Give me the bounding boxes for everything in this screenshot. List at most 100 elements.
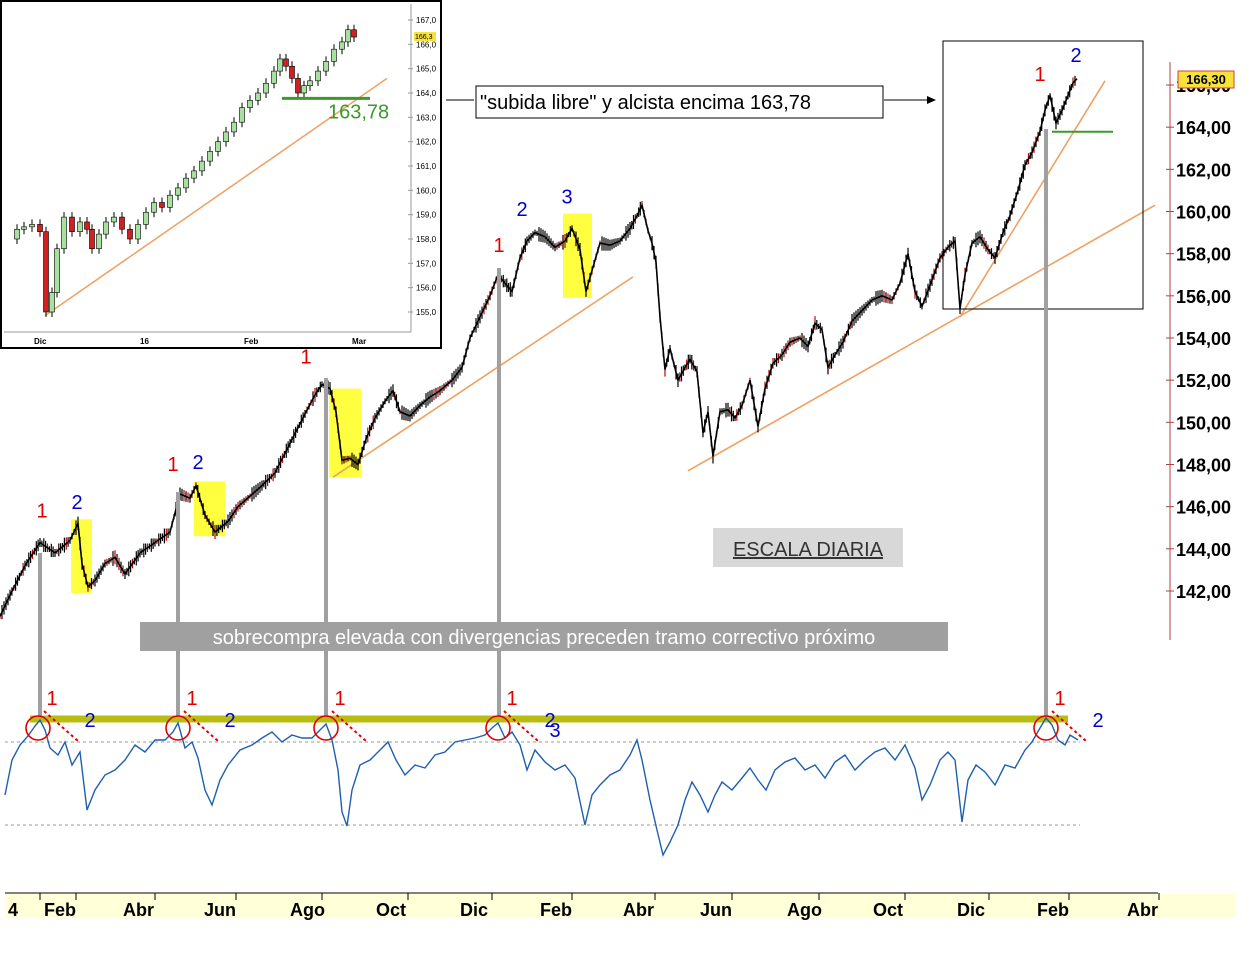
overbought-note-text: sobrecompra elevada con divergencias pre…	[213, 627, 876, 649]
inset-candle	[143, 211, 149, 225]
inset-candle	[323, 61, 329, 72]
inset-candle	[207, 151, 213, 162]
time-tick-label: Ago	[290, 900, 325, 920]
inset-candle	[231, 121, 237, 133]
inset-candle	[199, 160, 205, 172]
price-tick-label: 146,00	[1176, 498, 1231, 518]
inset-candle	[339, 41, 345, 50]
inset-last-price-text: 166,3	[415, 34, 433, 41]
inset-price-label: 163,0	[416, 113, 437, 122]
inset-candle	[175, 187, 181, 196]
inset-candle	[29, 224, 35, 228]
divergence-circle	[25, 715, 51, 741]
inset-candle	[239, 107, 245, 123]
inset-time-label: Feb	[244, 337, 258, 346]
inset-candle	[283, 58, 289, 67]
inset-price-label: 160,0	[416, 186, 437, 195]
inset-candle	[151, 202, 157, 213]
trendlines	[332, 80, 1156, 478]
peak-label: 1	[300, 347, 311, 369]
callout-box	[475, 85, 884, 119]
time-tick-label: Abr	[623, 900, 654, 920]
divergence-label: 1	[186, 688, 197, 710]
inset-candle	[43, 231, 49, 313]
inset-candle	[277, 58, 283, 72]
time-tick-label: 4	[8, 900, 18, 920]
divergence-label: 2	[224, 710, 235, 732]
inset-time-label: Dic	[34, 337, 47, 346]
peak-label: 1	[493, 235, 504, 257]
inset-price-label: 155,0	[416, 308, 437, 317]
divergence-label: 2	[84, 710, 95, 732]
inset-time-label: Mar	[352, 337, 366, 346]
divergence-label: 2	[544, 710, 555, 732]
time-tick-label: Abr	[1127, 900, 1158, 920]
time-tick-label: Jun	[204, 900, 236, 920]
inset-candle	[289, 65, 295, 79]
inset-price-label: 156,0	[416, 284, 437, 293]
divergence-line	[183, 710, 219, 742]
last-price-tag-box	[1177, 70, 1235, 89]
divergence-label: 3	[549, 720, 560, 742]
inset-support-label: 163,78	[328, 101, 389, 123]
inset-candle	[271, 70, 277, 84]
inset-trendline	[44, 77, 388, 317]
time-tick-label: Feb	[44, 900, 76, 920]
scale-label: ESCALA DIARIA	[713, 528, 903, 567]
time-tick-label: Oct	[376, 900, 406, 920]
time-tick-label: Oct	[873, 900, 903, 920]
inset-candle	[301, 85, 307, 94]
inset-frame	[0, 0, 442, 349]
peak-label: 1	[1034, 64, 1045, 86]
peak-label: 2	[1070, 45, 1081, 67]
divergence-line	[331, 710, 367, 742]
inset-candle	[295, 78, 301, 94]
inset-last-price-box	[414, 32, 436, 42]
inset-price-label: 167,0	[416, 16, 437, 25]
inset-candle	[183, 177, 189, 189]
price-tick-label: 160,00	[1176, 203, 1231, 223]
inset-candle	[111, 216, 117, 223]
divergence-label: 1	[506, 688, 517, 710]
divergence-label: 2	[1092, 710, 1103, 732]
inset-candle	[351, 29, 357, 38]
inset-price-label: 162,0	[416, 138, 437, 147]
inset-candle	[119, 216, 125, 230]
zoom-box	[942, 40, 1144, 310]
price-tick-label: 158,00	[1176, 245, 1231, 265]
peak-label: 2	[71, 492, 82, 514]
inset-price-label: 161,0	[416, 162, 437, 171]
inset-candle	[103, 221, 109, 235]
price-series	[0, 75, 1078, 620]
peak-label: 2	[516, 199, 527, 221]
inset-candle	[307, 80, 313, 87]
overbought-note-box	[140, 622, 948, 651]
scale-label-text: ESCALA DIARIA	[733, 539, 884, 561]
highlight-zone	[563, 213, 592, 298]
time-tick-label: Dic	[460, 900, 488, 920]
inset-candle	[96, 233, 102, 250]
time-tick-label: Ago	[787, 900, 822, 920]
inset-price-label: 159,0	[416, 211, 437, 220]
divergence-label: 1	[1054, 688, 1065, 710]
time-tick-label: Dic	[957, 900, 985, 920]
inset-candle	[54, 248, 60, 293]
time-axis: 4 Feb Abr Jun Ago Oct Dic Feb Abr Jun Ago Oct Dic Feb…	[5, 892, 1235, 920]
divergence-label: 1	[334, 688, 345, 710]
inset-price-label: 158,0	[416, 235, 437, 244]
time-tick-label: Abr	[123, 900, 154, 920]
price-tick-label: 164,00	[1176, 118, 1231, 138]
peak-label: 1	[167, 454, 178, 476]
price-tick-label: 156,00	[1176, 287, 1231, 307]
peak-label: 1	[36, 501, 47, 523]
price-tick-label: 142,00	[1176, 582, 1231, 602]
divergence-circle	[165, 715, 191, 741]
time-tick-label: Jun	[700, 900, 732, 920]
price-tick-label: 162,00	[1176, 160, 1231, 180]
inset-candle	[69, 216, 75, 233]
divergence-circle	[313, 715, 339, 741]
inset-price-label: 165,0	[416, 65, 437, 74]
divergence-line	[43, 710, 79, 742]
